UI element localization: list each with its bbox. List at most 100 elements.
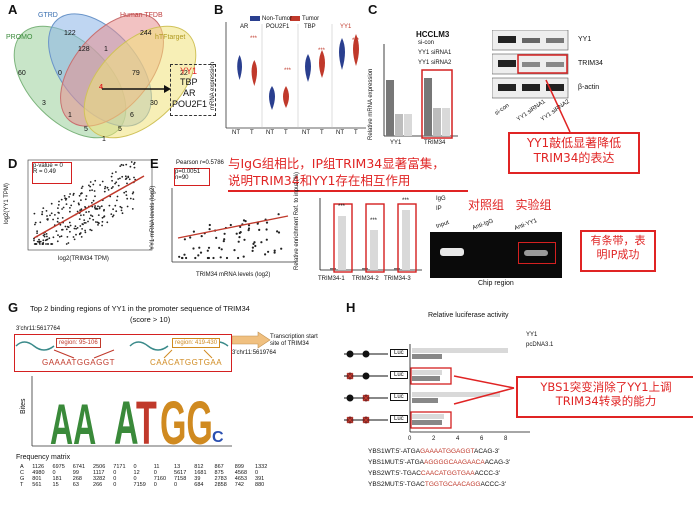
scatter-point — [46, 219, 49, 221]
matrix-cell: 15 — [52, 482, 59, 488]
scatter-point — [99, 206, 101, 208]
scatter-point — [104, 187, 106, 190]
scatter-point — [46, 238, 49, 241]
scatter-point — [131, 192, 134, 195]
scatter-point — [80, 208, 83, 211]
scatter-point — [60, 235, 63, 238]
scatter-d-ylabel: log2(YY1 TPM) — [4, 183, 10, 224]
gel-band-anti-yy1 — [524, 250, 548, 256]
venn-count: 3 — [42, 100, 46, 107]
matrix-cell: 0 — [133, 464, 137, 470]
seq-prefix: YBS2MUT:5'-TGAC — [368, 481, 425, 488]
scatter-point — [80, 214, 82, 217]
scatter-point — [45, 243, 47, 245]
sequence-row: YBS2WT:5'-TGACCAACATGGTGAAACCC-3' — [368, 468, 510, 479]
scatter-point — [121, 175, 124, 178]
scatter-d-stat: p-value = 0 — [33, 163, 63, 169]
scatter-point — [56, 220, 59, 223]
scatter-point — [57, 234, 59, 236]
scatter-point — [45, 210, 48, 212]
scatter-point — [81, 223, 84, 225]
violin-xtick: T — [284, 130, 288, 136]
seq-prefix: YBS1MUT:5'-ATGA — [368, 459, 425, 466]
scatter-point — [96, 208, 99, 210]
matrix-cell: 7159 — [133, 482, 146, 488]
scatter-point — [189, 236, 192, 239]
scatter-point — [125, 194, 128, 196]
violin-legend-tumor: Tumor — [302, 16, 320, 22]
scatter-point — [42, 239, 45, 242]
matrix-cell: 2858 — [214, 482, 227, 488]
scatter-point — [115, 210, 118, 213]
gene-list-box — [170, 64, 216, 116]
scatter-point — [68, 221, 71, 224]
gene-pou2f1: POU2F1 — [172, 99, 208, 109]
scatter-point — [123, 191, 126, 194]
scatter-point — [185, 256, 188, 260]
scatter-point — [45, 233, 48, 235]
scatter-point — [72, 192, 75, 195]
scatter-point — [75, 227, 77, 230]
matrix-row: A 1126 6975 6741 2506 7171 0 11 13 812 8… — [16, 464, 271, 470]
seq-2: CAACATGGTGAA — [150, 358, 223, 367]
scatter-point — [54, 214, 56, 216]
scatter-point — [80, 199, 82, 201]
scatter-point — [254, 244, 257, 248]
violin-group-pou2f1: POU2F1 — [266, 24, 290, 30]
scatter-point — [192, 247, 195, 250]
scatter-point — [81, 228, 83, 230]
matrix-cell: G — [20, 476, 25, 482]
scatter-point — [222, 240, 225, 243]
venn-count: 1 — [102, 136, 106, 143]
scatter-point — [50, 202, 53, 205]
scatter-point — [92, 199, 95, 202]
matrix-cell: 875 — [214, 470, 224, 476]
luciferase-chart — [344, 344, 530, 433]
matrix-cell: 4980 — [32, 470, 45, 476]
scatter-point — [56, 240, 59, 243]
scatter-point — [273, 249, 276, 252]
scatter-point — [133, 161, 136, 164]
panel-c-label: C — [368, 2, 378, 17]
scatter-point — [114, 182, 116, 185]
chip-legend-ip: IP — [436, 206, 442, 212]
venn-set-humantfdb: Human TFDB — [120, 12, 163, 19]
scatter-d-stat: R = 0.49 — [33, 169, 56, 175]
matrix-cell: 1332 — [255, 464, 268, 470]
venn-count: 128 — [78, 46, 90, 53]
scatter-point — [94, 195, 96, 198]
scatter-point — [43, 235, 46, 238]
violin-xtick: NT — [266, 130, 274, 136]
scatter-point — [126, 182, 128, 185]
scatter-point — [66, 236, 69, 238]
scatter-point — [97, 224, 99, 226]
sequence-row: YBS1WT:5'-ATGAGAAAATGGAGGTACAG-3' — [368, 446, 510, 457]
scatter-point — [65, 203, 68, 205]
scatter-point — [114, 204, 117, 207]
scatter-point — [49, 214, 51, 217]
matrix-cell: 3282 — [93, 476, 106, 482]
luc-box-label: Luc — [390, 415, 408, 423]
scatter-point — [112, 186, 114, 188]
scatter-point — [82, 214, 85, 216]
scatter-point — [50, 243, 53, 245]
callout-f-line1: 与IgG组相比，IP组TRIM34显著富集， — [228, 156, 445, 171]
luc-xtick: 4 — [456, 436, 460, 442]
scatter-point — [44, 239, 47, 242]
scatter-point — [42, 234, 45, 237]
gene-yy1: YY1 — [180, 66, 198, 76]
matrix-cell: 1681 — [194, 470, 207, 476]
scatter-point — [69, 207, 71, 209]
blot-label-yy1: YY1 — [578, 36, 592, 43]
scatter-point — [42, 207, 45, 209]
scatter-point — [61, 208, 63, 210]
venn-count: 122 — [64, 30, 76, 37]
luc-box-label: Luc — [390, 393, 408, 401]
scatter-point — [103, 208, 105, 211]
panel-c-title: HCCLM3 — [416, 30, 450, 39]
scatter-point — [52, 218, 54, 221]
scatter-point — [92, 218, 95, 221]
matrix-cell: C — [20, 470, 24, 476]
scatter-point — [87, 220, 89, 223]
venn-count: 5 — [118, 126, 122, 133]
